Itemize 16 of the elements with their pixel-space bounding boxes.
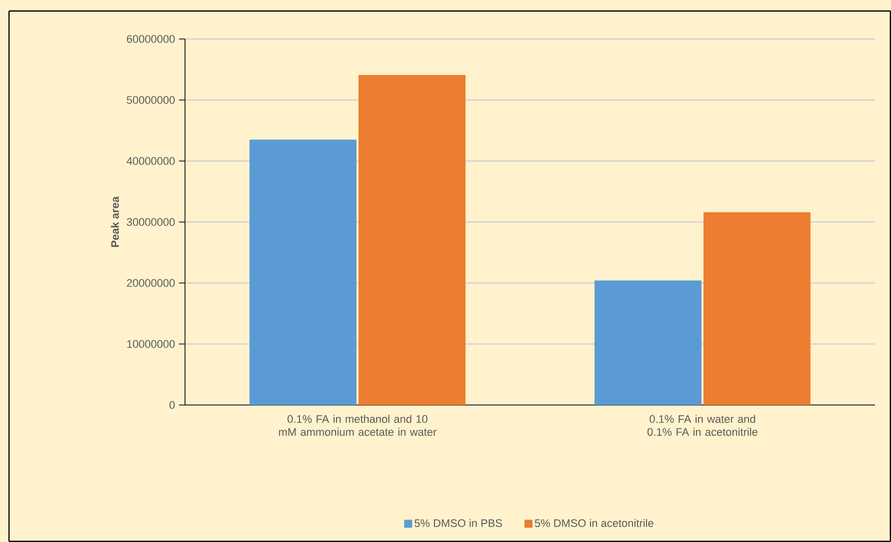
bar bbox=[594, 280, 702, 405]
y-axis-title: Peak area bbox=[110, 196, 119, 247]
y-tick-label: 10000000 bbox=[127, 340, 175, 348]
legend-label: 5% DMSO in PBS bbox=[414, 518, 502, 528]
y-tick-label: 50000000 bbox=[126, 96, 175, 104]
legend-label: 5% DMSO in acetonitrile bbox=[534, 518, 654, 528]
x-tick-label: 0.1% FA in water and 0.1% FA in acetonitrile bbox=[648, 414, 758, 436]
bar bbox=[704, 212, 811, 405]
bar bbox=[250, 140, 357, 405]
x-tick-label: 0.1% FA in methanol and 10 mM ammonium acetate in water bbox=[279, 414, 436, 436]
y-tick-label: 40000000 bbox=[126, 157, 175, 165]
bar bbox=[358, 74, 466, 405]
y-tick-label: 20000000 bbox=[126, 279, 175, 287]
y-tick-label: 60000000 bbox=[126, 35, 175, 43]
y-tick-label: 30000000 bbox=[126, 218, 175, 226]
y-tick-label: 0 bbox=[169, 401, 175, 409]
